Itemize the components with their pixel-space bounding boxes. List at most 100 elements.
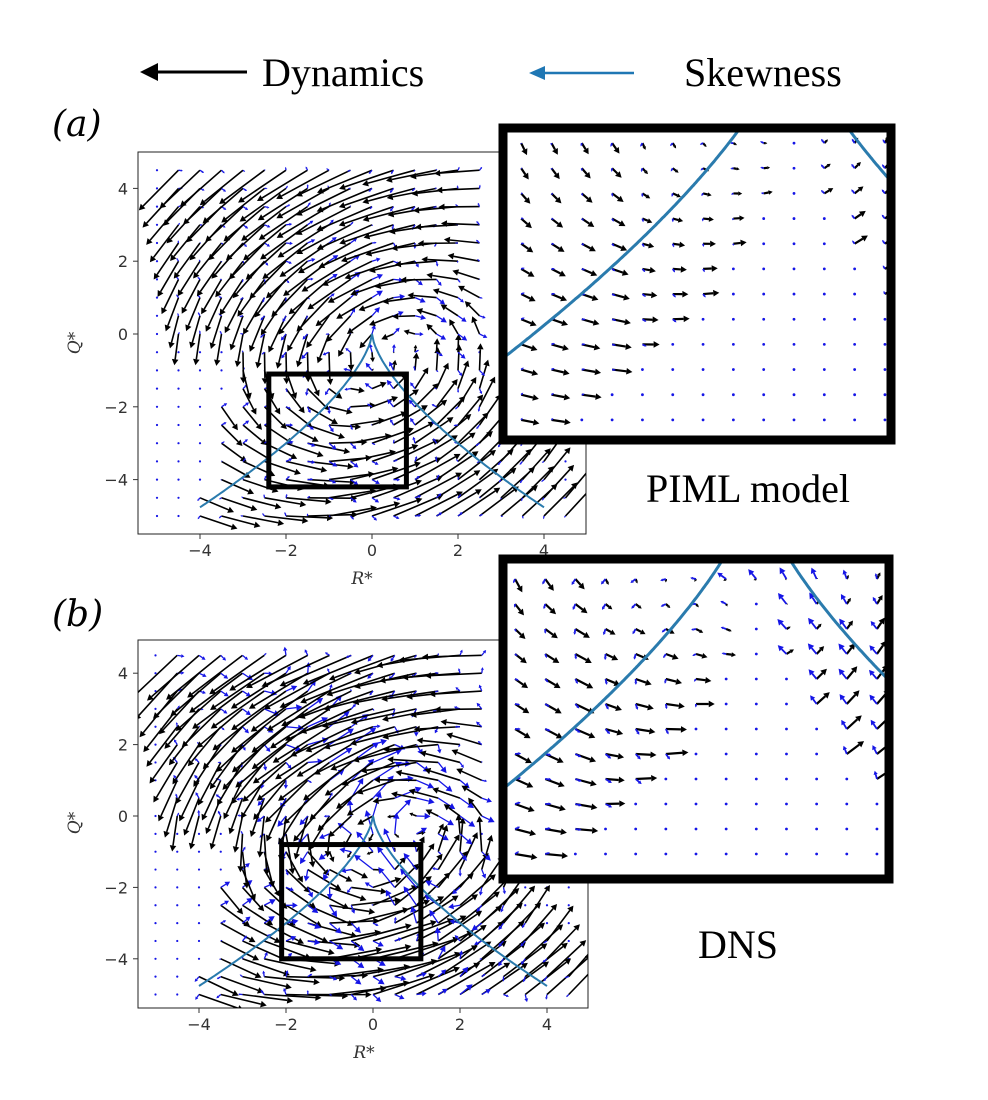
inset-dynamics-arrow-head (704, 144, 707, 147)
dynamics-arrow (355, 278, 394, 294)
inset-skewness-arrow-head (636, 731, 640, 735)
dynamics-arrow (344, 187, 394, 206)
inset-grid-dot (754, 827, 758, 831)
dynamics-arrow-head (412, 352, 420, 359)
inset-skewness-arrow-head (693, 680, 696, 682)
dynamics-arrow (449, 239, 480, 244)
dynamics-arrow (307, 904, 349, 924)
dynamics-arrow (328, 490, 371, 499)
grid-dot (220, 351, 223, 354)
inset-skewness-arrow (670, 142, 674, 146)
skewness-arrow-head (337, 769, 345, 776)
skewness-arrow (305, 651, 309, 656)
inset-skewness-arrow (514, 628, 517, 631)
dynamics-arrow-head (202, 217, 210, 224)
skewness-arrow-head (219, 958, 221, 960)
panel-label-b: (b) (52, 594, 103, 635)
dynamics-arrow-head (443, 236, 451, 244)
skewness-arrow-head (246, 897, 253, 904)
skewness-arrow-head (262, 299, 265, 303)
dynamics-arrow (290, 708, 352, 739)
skewness-arrow-head (454, 934, 459, 939)
dynamics-arrow-head (516, 902, 523, 910)
skewness-arrow (478, 167, 482, 171)
skewness-arrow (481, 869, 485, 875)
skewness-arrow-head (478, 184, 481, 187)
inset-dynamics-arrow (551, 318, 563, 324)
inset-dynamics-arrow-head (595, 393, 602, 400)
skewness-arrow-head (220, 479, 222, 481)
dynamics-arrow (322, 169, 373, 192)
inset-skewness-arrow-head (553, 243, 555, 245)
skewness-arrow (220, 708, 225, 713)
skewness-arrow-head (318, 833, 325, 839)
skewness-arrow (307, 761, 318, 764)
skewness-arrow-head (239, 974, 242, 977)
dynamics-arrow-head (164, 742, 171, 749)
inset-grid-dot (694, 777, 698, 781)
skewness-arrow-head (440, 316, 447, 323)
zoom-box-a (266, 371, 409, 490)
inset-dynamics-arrow (514, 802, 530, 811)
dynamics-arrow-head (281, 720, 289, 727)
skewness-arrow-head (458, 950, 464, 955)
skewness-arrow (437, 744, 440, 750)
dynamics-arrow-head (216, 765, 223, 772)
skewness-arrow (544, 958, 548, 962)
skewness-arrow (435, 279, 440, 284)
inset-dynamics-arrow-head (521, 681, 529, 689)
skewness-arrow (285, 260, 290, 264)
skewness-arrow-head (308, 297, 310, 300)
skewness-arrow (481, 991, 488, 996)
inset-dynamics-arrow-head (723, 579, 726, 582)
skewness-arrow (280, 815, 287, 823)
inset-dynamics-arrow-head (529, 320, 537, 327)
dynamics-arrow-head (231, 723, 239, 731)
skewness-arrow (220, 654, 225, 659)
dynamics-arrow-head (234, 360, 242, 368)
dynamics-arrow (223, 169, 265, 202)
inset-grid-dot (792, 342, 796, 346)
skewness-arrow-head (344, 387, 348, 391)
dynamics-arrow (546, 909, 571, 942)
x-tick-label: −4 (188, 541, 212, 560)
skewness-arrow-head (438, 512, 443, 516)
inset-skewness-arrow (872, 624, 878, 630)
dynamics-arrow (371, 429, 409, 444)
inset-grid-dot (604, 827, 607, 831)
skewness-arrow (414, 495, 419, 499)
skewness-arrow-head (460, 764, 464, 768)
skewness-arrow (242, 726, 247, 731)
inset-dynamics-arrow-head (647, 703, 654, 711)
dynamics-arrow-head (239, 215, 247, 222)
inset-skewness-arrow (882, 165, 886, 169)
inset-skewness-arrow (514, 678, 518, 681)
dynamics-arrow-head (316, 356, 323, 364)
inset-skewness-arrow (872, 723, 878, 730)
skewness-arrow (219, 515, 222, 518)
dynamics-arrow (313, 779, 352, 817)
grid-dot (154, 922, 157, 925)
skewness-arrow-head (240, 765, 244, 768)
skewness-arrow (372, 708, 375, 711)
dynamics-arrow (329, 690, 395, 709)
inset-skewness-arrow-head (881, 189, 885, 192)
inset-dynamics-arrow (702, 292, 714, 296)
skewness-arrow (411, 420, 416, 426)
dynamics-arrow (429, 770, 461, 782)
inset-skewness-arrow (810, 647, 818, 655)
skewness-arrow-head (434, 187, 436, 189)
inset-dynamics-arrow-head (523, 197, 531, 204)
dynamics-arrow-head (455, 814, 463, 821)
skewness-arrow (371, 328, 375, 335)
skewness-arrow (242, 260, 245, 264)
skewness-arrow (477, 259, 480, 262)
dynamics-arrow (220, 958, 257, 976)
dynamics-arrow (437, 855, 465, 888)
dynamics-arrow (437, 927, 483, 960)
dynamics-arrow (167, 297, 180, 326)
skewness-arrow-head (326, 893, 333, 900)
grid-dot (177, 369, 180, 372)
dynamics-arrow-head (455, 334, 462, 341)
dynamics-arrow (170, 315, 180, 343)
